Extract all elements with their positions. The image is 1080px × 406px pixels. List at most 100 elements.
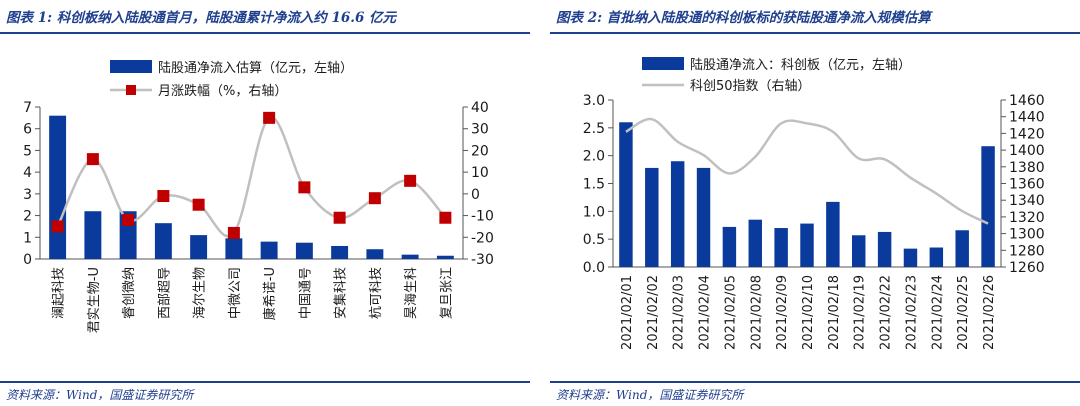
left-tick-label: 5	[23, 143, 32, 159]
bar	[670, 161, 685, 267]
category-label: 康希诺-U	[262, 267, 278, 320]
right-tick-label: -30	[471, 252, 494, 268]
legend-label-line: 月涨跌幅（%，右轴）	[158, 83, 287, 99]
category-label: 2021/02/22	[879, 275, 894, 350]
bar	[366, 249, 384, 259]
figure-title: 图表 1: 科创板纳入陆股通首月，陆股通累计净流入约 16.6 亿元	[6, 10, 397, 26]
title-rule	[0, 32, 530, 34]
bar	[331, 245, 349, 259]
left-tick-label: 2.0	[583, 149, 605, 165]
legend-label-line: 科创50指数（右轴）	[690, 79, 811, 94]
bar	[154, 223, 172, 259]
category-label: 2021/02/04	[698, 275, 713, 350]
left-tick-label: 4	[23, 165, 32, 181]
category-label: 2021/02/03	[672, 275, 687, 350]
right-tick-label: 0	[471, 187, 480, 203]
chart-2-svg: 陆股通净流入：科创板（亿元，左轴） 科创50指数（右轴） 0.0 0.5 1.0 1.5 2…	[583, 57, 1045, 350]
category-label: 2021/02/24	[930, 275, 945, 350]
category-label: 杭可科技	[369, 267, 384, 319]
left-tick-label: 0.0	[583, 260, 605, 276]
left-tick-label: 1	[23, 230, 32, 246]
bar	[929, 247, 944, 267]
right-tick-label: 1300	[1009, 227, 1045, 243]
category-label: 君实生物-U	[87, 267, 102, 333]
series-line	[625, 117, 989, 225]
category-label: 2021/02/18	[827, 275, 842, 350]
legend-bar-swatch	[642, 57, 684, 70]
bar	[190, 235, 208, 259]
right-tick-label: 1400	[1009, 143, 1045, 159]
series-line	[56, 116, 447, 238]
category-label: 澜起科技	[52, 267, 67, 319]
left-tick-label: 2	[23, 209, 32, 225]
line-marker	[157, 190, 170, 203]
category-label: 2021/02/08	[749, 275, 764, 350]
category-label: 复旦张江	[439, 267, 454, 319]
legend-marker-swatch	[126, 85, 136, 95]
category-label: 中国通号	[298, 267, 313, 319]
bar	[295, 242, 313, 259]
category-label: 2021/02/19	[853, 275, 868, 350]
category-label: 中微公司	[228, 267, 243, 319]
category-label: 海尔生物	[193, 267, 208, 319]
category-label: 2021/02/05	[723, 275, 738, 350]
bar	[722, 226, 737, 267]
bar	[774, 228, 788, 267]
category-label: 2021/02/01	[620, 275, 635, 350]
right-tick-label: 1320	[1009, 210, 1045, 226]
bar	[852, 235, 866, 267]
source-note: 资料来源：Wind，国盛证券研究所	[556, 388, 744, 402]
left-tick-label: 3.0	[583, 93, 605, 109]
bar	[436, 255, 454, 259]
bar	[84, 211, 102, 259]
category-label: 2021/02/09	[775, 275, 790, 350]
right-tick-label: -10	[471, 209, 494, 225]
right-tick-label: 30	[471, 122, 489, 138]
chart-panel-2: 图表 2: 首批纳入陆股通的科创板标的获陆股通净流入规模估算 陆股通净流入：科创…	[550, 0, 1080, 406]
line-marker	[333, 211, 346, 224]
right-tick-label: 1360	[1009, 177, 1045, 193]
legend-label-bars: 陆股通净流入估算（亿元，左轴）	[158, 60, 353, 76]
chart-1-svg: 陆股通净流入估算（亿元，左轴） 月涨跌幅（%，右轴） 0 1 2 3 4 5 6 7 -30 -20 -…	[23, 60, 494, 333]
left-tick-label: 6	[23, 122, 32, 138]
right-tick-label: 40	[471, 100, 489, 116]
line-marker	[439, 211, 452, 224]
bar	[696, 167, 711, 267]
right-tick-label: 1280	[1009, 243, 1045, 259]
category-label: 2021/02/10	[801, 275, 816, 350]
left-tick-label: 1.5	[583, 177, 605, 193]
left-tick-label: 1.0	[583, 204, 605, 220]
bar	[401, 254, 419, 259]
right-tick-label: -20	[471, 230, 494, 246]
left-tick-label: 0.5	[583, 232, 605, 248]
legend-label-bars: 陆股通净流入：科创板（亿元，左轴）	[690, 57, 911, 73]
category-label: 2021/02/02	[646, 275, 661, 350]
left-tick-label: 2.5	[583, 121, 605, 137]
line-marker	[368, 192, 381, 205]
bar	[619, 122, 633, 268]
right-tick-label: 20	[471, 143, 489, 159]
bar	[981, 146, 995, 267]
left-tick-label: 3	[23, 187, 32, 203]
figure-title: 图表 2: 首批纳入陆股通的科创板标的获陆股通净流入规模估算	[556, 10, 931, 26]
left-tick-label: 7	[23, 100, 32, 116]
line-marker	[404, 174, 417, 187]
title-rule	[550, 32, 1080, 34]
right-tick-label: 10	[471, 165, 489, 181]
category-label: 安集科技	[333, 267, 349, 319]
line-marker	[86, 153, 99, 166]
category-label: 2021/02/26	[982, 275, 997, 350]
category-label: 2021/02/25	[956, 275, 971, 350]
source-rule	[550, 381, 1080, 383]
right-tick-label: 1420	[1009, 126, 1045, 142]
bar	[877, 231, 892, 267]
line-marker	[51, 220, 64, 233]
left-tick-label: 0	[23, 252, 32, 268]
bar	[955, 230, 969, 267]
bar	[748, 219, 762, 267]
right-tick-label: 1380	[1009, 160, 1045, 176]
source-note: 资料来源：Wind，国盛证券研究所	[6, 388, 194, 402]
line-marker	[122, 213, 135, 226]
right-tick-label: 1340	[1009, 193, 1045, 209]
chart-panel-1: 图表 1: 科创板纳入陆股通首月，陆股通累计净流入约 16.6 亿元 陆股通净流…	[0, 0, 530, 406]
